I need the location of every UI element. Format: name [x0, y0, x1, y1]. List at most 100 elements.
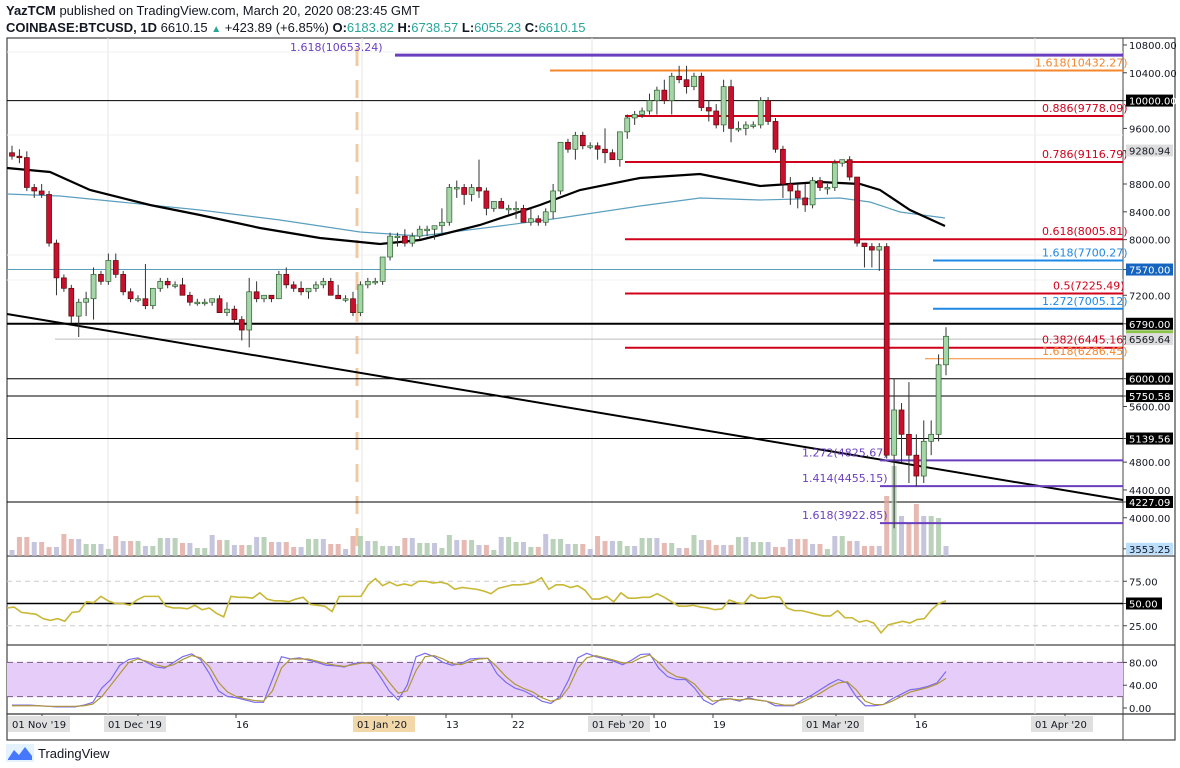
- candle: [61, 277, 67, 289]
- price-axis-label: 4400.00: [1129, 486, 1170, 497]
- candle: [305, 287, 312, 293]
- volume-bar: [750, 542, 756, 556]
- candle: [313, 284, 319, 289]
- fib-level-label: 0.618(8005.81): [1042, 225, 1128, 238]
- volume-bar: [936, 518, 942, 556]
- candle: [854, 176, 860, 244]
- candle: [31, 187, 38, 192]
- volume-bar: [424, 543, 430, 556]
- candle: [542, 211, 549, 223]
- candle: [238, 319, 245, 331]
- volume-bar: [454, 540, 460, 556]
- candle: [127, 291, 134, 300]
- candle: [387, 235, 393, 258]
- publisher-name[interactable]: YazTCM: [6, 3, 56, 18]
- volume-bar: [105, 549, 111, 556]
- candle: [276, 274, 282, 300]
- volume-bar: [246, 545, 252, 556]
- volume-bar: [839, 536, 845, 556]
- price-axis-label: 9280.94: [1129, 147, 1170, 158]
- volume-bar: [632, 546, 638, 556]
- volume-bar: [773, 547, 779, 556]
- candle: [394, 235, 401, 239]
- candle: [780, 148, 786, 185]
- candle: [616, 131, 623, 161]
- candle: [891, 409, 897, 456]
- price-axis-label: 8800.00: [1129, 180, 1170, 191]
- volume-bar: [83, 544, 89, 556]
- volume-bar: [202, 548, 208, 556]
- time-axis-label: 01 Mar '20: [806, 720, 859, 731]
- time-label-bg: [1031, 716, 1093, 732]
- candle: [357, 284, 364, 313]
- candle: [253, 291, 260, 300]
- price-axis-label: 5750.58: [1129, 392, 1170, 403]
- candle: [505, 207, 512, 211]
- price-axis-label: 3553.25: [1129, 545, 1170, 556]
- candle: [676, 75, 682, 81]
- candle: [528, 218, 534, 223]
- candle: [83, 298, 89, 303]
- volume-bar: [876, 546, 882, 556]
- candle: [913, 454, 920, 477]
- volume-bar: [743, 537, 749, 556]
- published-text: published on TradingView.com, March 20, …: [55, 3, 420, 18]
- volume-bar: [491, 550, 497, 556]
- volume-bar: [24, 537, 30, 556]
- volume-bar: [179, 543, 185, 556]
- candle: [817, 180, 823, 188]
- candle: [231, 308, 238, 320]
- volume-bar: [869, 546, 875, 556]
- candle: [565, 141, 571, 150]
- time-axis-label: 01 Feb '20: [592, 720, 644, 731]
- volume-bar: [684, 548, 690, 556]
- volume-bar: [899, 516, 905, 556]
- rsi-axis-label: 50.00: [1129, 600, 1158, 611]
- candle: [201, 301, 208, 305]
- fib-level-label: 1.272(7005.12): [1042, 295, 1128, 308]
- candle: [16, 155, 23, 159]
- price-axis-label: 4227.09: [1129, 498, 1170, 509]
- candle: [920, 440, 927, 477]
- volume-bar: [580, 544, 586, 556]
- candle: [98, 274, 104, 282]
- volume-bar: [113, 536, 119, 556]
- price-axis-label: 7570.00: [1129, 266, 1170, 277]
- candle: [587, 145, 594, 148]
- candle: [661, 89, 668, 101]
- candle: [579, 134, 586, 147]
- candle: [372, 281, 379, 284]
- volume-bar: [787, 539, 793, 556]
- volume-bar: [824, 549, 830, 556]
- symbol-info: COINBASE:BTCUSD, 1D 6610.15 ▲ +423.89 (+…: [6, 20, 586, 35]
- volume-bar: [609, 541, 615, 556]
- candle: [943, 335, 949, 366]
- candle: [898, 409, 905, 435]
- volume-bar: [513, 542, 519, 556]
- volume-bar: [276, 542, 282, 556]
- volume-bar: [165, 538, 171, 556]
- volume-bar: [313, 539, 319, 556]
- candle: [135, 298, 141, 301]
- candle: [935, 364, 942, 435]
- candle: [624, 117, 631, 133]
- volume-bar: [943, 546, 949, 556]
- fib-level-label: 1.618(6286.45): [1042, 345, 1128, 358]
- time-label-bg: [802, 716, 864, 732]
- volume-bar: [217, 540, 223, 556]
- price-axis-label: 9600.00: [1129, 124, 1170, 135]
- stoch-d-line: [12, 654, 947, 707]
- descending-trendline: [6, 313, 1124, 501]
- volume-bar: [520, 542, 526, 556]
- tradingview-logo[interactable]: TradingView: [6, 744, 110, 762]
- candle: [824, 187, 831, 190]
- volume-bar: [817, 544, 823, 556]
- last-price: 6610.15: [160, 20, 208, 35]
- candle: [364, 281, 371, 286]
- time-axis-label: 13: [446, 720, 459, 731]
- fib-level-label: 1.618(10432.27): [1035, 57, 1128, 70]
- candle: [335, 294, 342, 300]
- price-axis-label: 6569.64: [1129, 335, 1170, 346]
- volume-bar: [291, 547, 297, 556]
